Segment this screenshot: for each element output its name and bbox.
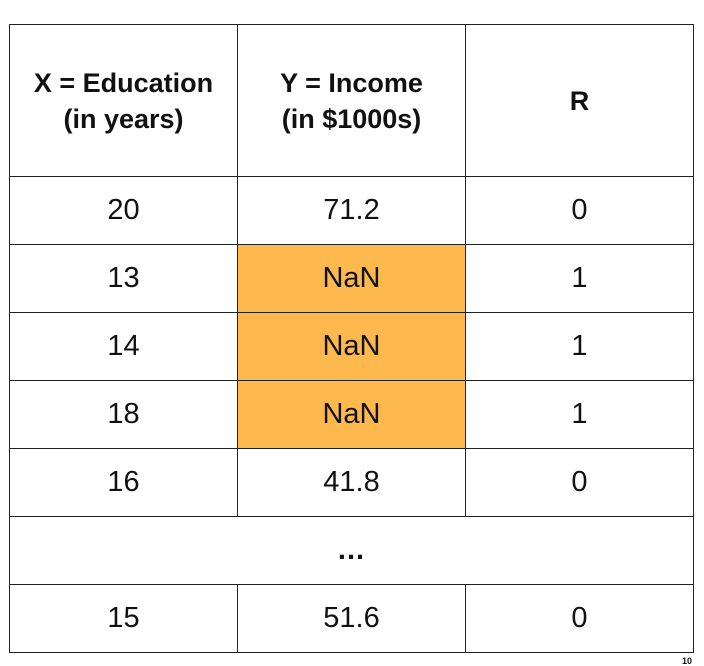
page-number: 10 bbox=[681, 656, 692, 666]
header-row: X = Education (in years) Y = Income (in … bbox=[9, 24, 694, 177]
header-income-line1: Y = Income bbox=[280, 67, 423, 98]
cell-income: 41.8 bbox=[237, 448, 466, 517]
cell-education: 16 bbox=[9, 448, 238, 517]
cell-r: 1 bbox=[465, 244, 694, 313]
ellipsis-cell: ... bbox=[9, 516, 694, 585]
header-education-line2: (in years) bbox=[63, 103, 184, 134]
header-education-line1: X = Education bbox=[33, 67, 214, 98]
cell-r: 1 bbox=[465, 380, 694, 449]
cell-education: 14 bbox=[9, 312, 238, 381]
cell-r: 0 bbox=[465, 584, 694, 653]
cell-r: 1 bbox=[465, 312, 694, 381]
header-r: R bbox=[465, 24, 694, 177]
table-row: 14 NaN 1 bbox=[9, 312, 694, 381]
table-row: 20 71.2 0 bbox=[9, 176, 694, 245]
header-r-label: R bbox=[569, 85, 590, 116]
header-education: X = Education (in years) bbox=[9, 24, 238, 177]
table-row: 18 NaN 1 bbox=[9, 380, 694, 449]
data-table: X = Education (in years) Y = Income (in … bbox=[9, 24, 694, 653]
ellipsis-row: ... bbox=[9, 516, 694, 585]
table-row: 15 51.6 0 bbox=[9, 584, 694, 653]
cell-r: 0 bbox=[465, 448, 694, 517]
header-income: Y = Income (in $1000s) bbox=[237, 24, 466, 177]
cell-income: 51.6 bbox=[237, 584, 466, 653]
table-row: 13 NaN 1 bbox=[9, 244, 694, 313]
cell-income: 71.2 bbox=[237, 176, 466, 245]
cell-income-missing: NaN bbox=[237, 380, 466, 449]
cell-income-missing: NaN bbox=[237, 244, 466, 313]
cell-education: 20 bbox=[9, 176, 238, 245]
table-row: 16 41.8 0 bbox=[9, 448, 694, 517]
cell-education: 15 bbox=[9, 584, 238, 653]
cell-education: 13 bbox=[9, 244, 238, 313]
cell-income-missing: NaN bbox=[237, 312, 466, 381]
cell-r: 0 bbox=[465, 176, 694, 245]
header-income-line2: (in $1000s) bbox=[281, 103, 422, 134]
cell-education: 18 bbox=[9, 380, 238, 449]
